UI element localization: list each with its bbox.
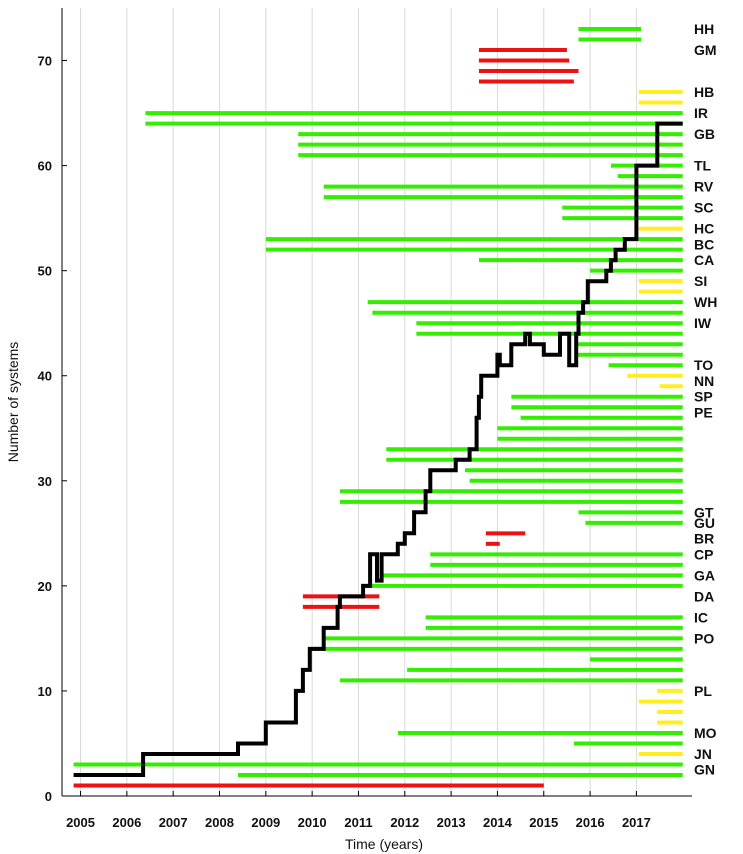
x-tick-label-2016: 2016 [576, 815, 605, 830]
system-label-hh: HH [694, 21, 714, 37]
system-label-bc: BC [694, 236, 714, 252]
x-tick-label-2009: 2009 [251, 815, 280, 830]
y-tick-label-10: 10 [38, 684, 52, 699]
system-label-po: PO [694, 630, 714, 646]
system-label-ir: IR [694, 105, 708, 121]
x-tick-label-2010: 2010 [298, 815, 327, 830]
system-label-to: TO [694, 357, 713, 373]
system-label-gm: GM [694, 42, 717, 58]
system-label-mo: MO [694, 725, 717, 741]
y-tick-label-0: 0 [45, 789, 52, 804]
axes: 2005 2006 2007 2008 2009 2010 2011 2012 2013 2014… [38, 8, 692, 830]
system-label-nn: NN [694, 373, 714, 389]
system-label-pe: PE [694, 405, 713, 421]
system-label-wh: WH [694, 294, 717, 310]
y-tick-label-50: 50 [38, 264, 52, 279]
x-tick-label-2006: 2006 [112, 815, 141, 830]
system-label-ca: CA [694, 252, 714, 268]
system-label-ic: IC [694, 609, 708, 625]
system-label-jn: JN [694, 746, 712, 762]
y-tick-label-60: 60 [38, 159, 52, 174]
x-tick-label-2012: 2012 [390, 815, 419, 830]
system-label-iw: IW [694, 315, 712, 331]
y-tick-label-70: 70 [38, 54, 52, 69]
x-tick-label-2011: 2011 [344, 815, 372, 830]
vertical-gridlines [80, 8, 637, 796]
x-tick-label-2007: 2007 [159, 815, 188, 830]
system-label-tl: TL [694, 158, 712, 174]
y-tick-label-20: 20 [38, 579, 52, 594]
system-label-da: DA [694, 588, 714, 604]
system-label-pl: PL [694, 683, 712, 699]
system-label-sp: SP [694, 389, 713, 405]
system-label-gb: GB [694, 126, 715, 142]
system-label-sc: SC [694, 200, 713, 216]
x-axis-title: Time (years) [345, 836, 423, 852]
x-tick-label-2013: 2013 [437, 815, 466, 830]
y-axis-title: Number of systems [5, 342, 21, 463]
x-tick-label-2005: 2005 [66, 815, 95, 830]
x-tick-label-2017: 2017 [622, 815, 651, 830]
system-label-cp: CP [694, 546, 713, 562]
system-label-ga: GA [694, 567, 715, 583]
y-tick-label-40: 40 [38, 369, 52, 384]
system-label-hb: HB [694, 84, 714, 100]
total-systems-line-layer [73, 121, 683, 777]
system-label-hc: HC [694, 221, 714, 237]
system-label-gn: GN [694, 762, 715, 778]
system-label-si: SI [694, 273, 707, 289]
system-interval-bars [73, 27, 683, 788]
x-tick-label-2014: 2014 [483, 815, 513, 830]
system-label-rv: RV [694, 179, 714, 195]
x-tick-label-2008: 2008 [205, 815, 234, 830]
system-label-gt: GT [694, 504, 714, 520]
y-tick-label-30: 30 [38, 474, 52, 489]
total-systems-line [73, 121, 683, 777]
system-label-br: BR [694, 531, 714, 547]
system-label-gu: GU [694, 515, 715, 531]
x-tick-label-2015: 2015 [529, 815, 558, 830]
